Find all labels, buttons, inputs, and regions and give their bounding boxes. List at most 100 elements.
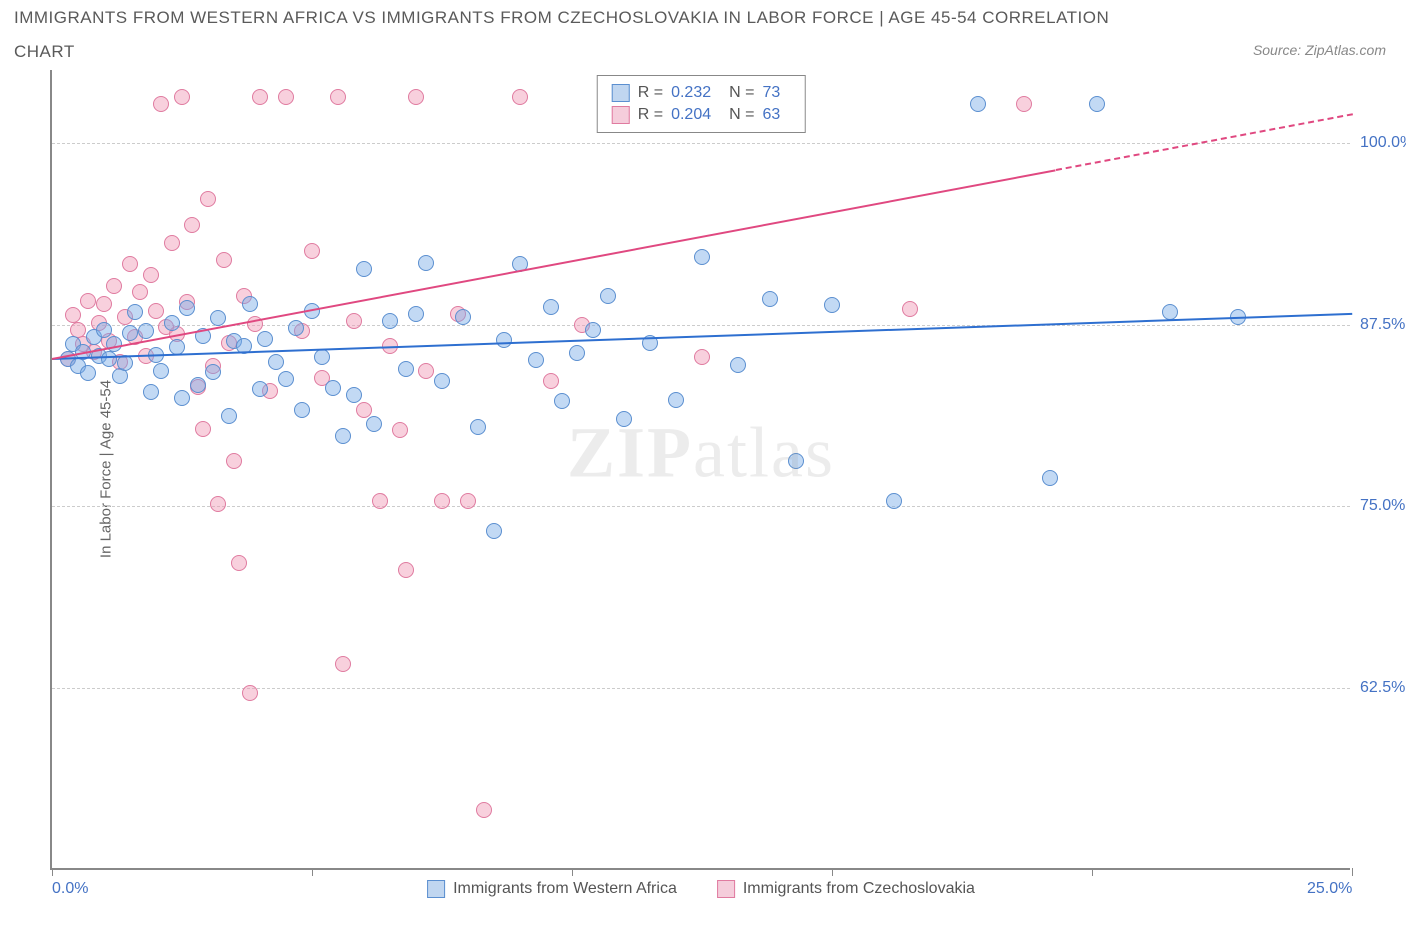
scatter-point [314, 349, 330, 365]
x-tick [1352, 868, 1353, 876]
scatter-point [1162, 304, 1178, 320]
x-tick [832, 868, 833, 876]
scatter-point [138, 323, 154, 339]
scatter-point [242, 685, 258, 701]
scatter-point [288, 320, 304, 336]
scatter-point [1016, 96, 1032, 112]
y-tick-label: 62.5% [1360, 679, 1406, 697]
scatter-point [153, 363, 169, 379]
scatter-point [543, 373, 559, 389]
x-tick [572, 868, 573, 876]
y-tick-label: 75.0% [1360, 497, 1406, 515]
scatter-point [252, 89, 268, 105]
scatter-point [132, 284, 148, 300]
scatter-point [1089, 96, 1105, 112]
scatter-point [460, 493, 476, 509]
chart-subtitle: CHART [14, 42, 75, 62]
scatter-point [569, 345, 585, 361]
scatter-point [278, 371, 294, 387]
scatter-point [216, 252, 232, 268]
scatter-point [824, 297, 840, 313]
scatter-point [346, 313, 362, 329]
scatter-point [101, 351, 117, 367]
scatter-point [902, 301, 918, 317]
scatter-point [418, 363, 434, 379]
legend-stats-row: R =0.204N =63 [612, 104, 791, 126]
legend-swatch [717, 880, 735, 898]
chart-plot-area: In Labor Force | Age 45-54 62.5%75.0%87.… [50, 70, 1350, 870]
scatter-point [335, 656, 351, 672]
scatter-point [117, 355, 133, 371]
scatter-point [210, 310, 226, 326]
gridline [52, 506, 1350, 507]
x-tick [52, 868, 53, 876]
scatter-point [382, 313, 398, 329]
scatter-point [200, 191, 216, 207]
scatter-point [153, 96, 169, 112]
scatter-point [122, 256, 138, 272]
scatter-point [80, 293, 96, 309]
scatter-point [434, 493, 450, 509]
x-tick [312, 868, 313, 876]
scatter-point [372, 493, 388, 509]
legend-stats-box: R =0.232N =73R =0.204N =63 [597, 75, 806, 133]
scatter-point [335, 428, 351, 444]
scatter-point [788, 453, 804, 469]
scatter-point [730, 357, 746, 373]
scatter-point [96, 322, 112, 338]
legend-series-item: Immigrants from Czechoslovakia [717, 880, 975, 898]
scatter-point [174, 390, 190, 406]
scatter-point [226, 453, 242, 469]
legend-n-value: 63 [762, 106, 780, 124]
scatter-point [278, 89, 294, 105]
scatter-point [143, 384, 159, 400]
scatter-point [96, 296, 112, 312]
scatter-point [366, 416, 382, 432]
y-tick-label: 87.5% [1360, 316, 1406, 334]
scatter-point [184, 217, 200, 233]
scatter-point [127, 304, 143, 320]
scatter-point [554, 393, 570, 409]
legend-series-name: Immigrants from Western Africa [453, 880, 677, 898]
scatter-point [330, 89, 346, 105]
legend-series: Immigrants from Western Africa Immigrants… [427, 880, 975, 898]
scatter-point [164, 315, 180, 331]
scatter-point [496, 332, 512, 348]
scatter-point [252, 381, 268, 397]
scatter-point [528, 352, 544, 368]
scatter-point [164, 235, 180, 251]
legend-r-value: 0.232 [671, 84, 711, 102]
scatter-point [195, 421, 211, 437]
scatter-point [668, 392, 684, 408]
scatter-point [1042, 470, 1058, 486]
scatter-point [106, 278, 122, 294]
scatter-point [148, 303, 164, 319]
scatter-point [346, 387, 362, 403]
scatter-point [398, 361, 414, 377]
legend-n-label: N = [729, 84, 754, 102]
scatter-point [268, 354, 284, 370]
legend-r-value: 0.204 [671, 106, 711, 124]
scatter-point [486, 523, 502, 539]
scatter-point [886, 493, 902, 509]
scatter-point [455, 309, 471, 325]
legend-n-value: 73 [762, 84, 780, 102]
x-tick-label: 0.0% [52, 880, 88, 898]
scatter-point [221, 408, 237, 424]
scatter-point [231, 555, 247, 571]
y-tick-label: 100.0% [1360, 134, 1406, 152]
scatter-point [512, 89, 528, 105]
gridline [52, 143, 1350, 144]
scatter-point [398, 562, 414, 578]
x-tick [1092, 868, 1093, 876]
legend-swatch [612, 106, 630, 124]
scatter-point [543, 299, 559, 315]
scatter-point [143, 267, 159, 283]
scatter-point [174, 89, 190, 105]
scatter-point [356, 261, 372, 277]
legend-r-label: R = [638, 106, 663, 124]
scatter-point [325, 380, 341, 396]
source-attribution: Source: ZipAtlas.com [1253, 42, 1386, 58]
scatter-point [585, 322, 601, 338]
scatter-point [408, 89, 424, 105]
